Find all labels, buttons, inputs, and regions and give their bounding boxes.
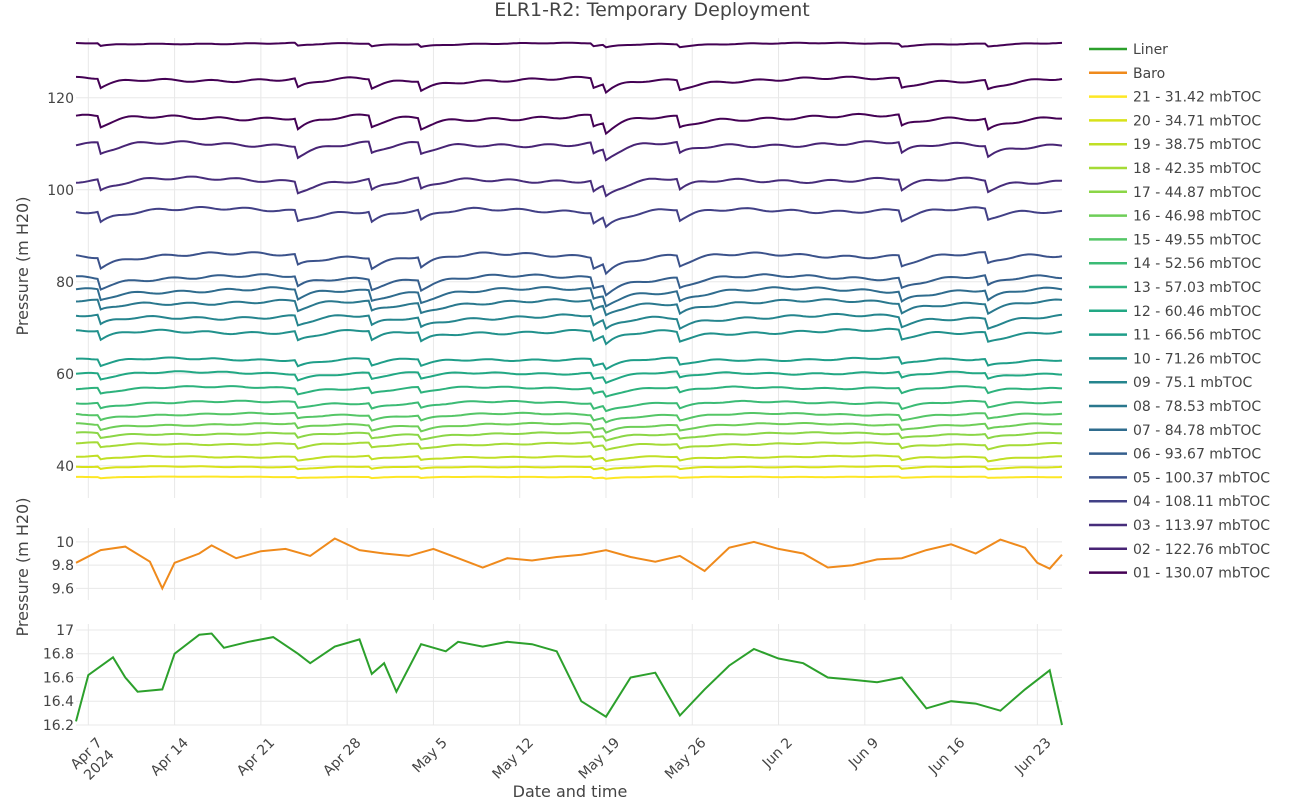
series-line	[75, 356, 1063, 371]
chart-title: ELR1-R2: Temporary Deployment	[494, 0, 810, 21]
y-tick-label: 17	[56, 623, 74, 639]
series-line	[76, 475, 1063, 480]
legend-item-label[interactable]: 10 - 71.26 mbTOC	[1133, 351, 1261, 367]
legend-item-label[interactable]: 14 - 52.56 mbTOC	[1133, 256, 1261, 272]
series-line	[75, 273, 1063, 297]
y-tick-label: 40	[56, 459, 74, 475]
legend-item-label[interactable]: 16 - 46.98 mbTOC	[1133, 209, 1261, 225]
series-line	[75, 399, 1062, 413]
x-tick-label: May 19	[576, 735, 624, 783]
series-line	[75, 75, 1063, 95]
series-line	[75, 206, 1063, 229]
legend-item-label[interactable]: 18 - 42.35 mbTOC	[1133, 161, 1261, 177]
legend-item-label[interactable]: 03 - 113.97 mbTOC	[1133, 518, 1270, 534]
series-line	[75, 140, 1063, 162]
x-tick-label: May 26	[662, 735, 710, 783]
legend-item-label[interactable]: 07 - 84.78 mbTOC	[1133, 423, 1261, 439]
series-line	[75, 41, 1063, 49]
series-line	[75, 251, 1063, 276]
legend-item-label[interactable]: 17 - 44.87 mbTOC	[1133, 185, 1261, 201]
legend-item-label[interactable]: 02 - 122.76 mbTOC	[1133, 542, 1270, 558]
legend-item-label[interactable]: 15 - 49.55 mbTOC	[1133, 232, 1261, 248]
legend: Liner Baro 21 - 31.42 mbTOC 20 - 34.71 mbTO…	[1089, 42, 1270, 582]
x-tick-label: Jun 2	[759, 735, 796, 772]
y-tick-label: 9.8	[52, 558, 74, 574]
series-line	[75, 465, 1063, 471]
legend-item-label[interactable]: 08 - 78.53 mbTOC	[1133, 399, 1261, 415]
plot-area	[75, 41, 1063, 726]
series-line	[75, 441, 1063, 452]
legend-item-label[interactable]: 19 - 38.75 mbTOC	[1133, 137, 1261, 153]
legend-item-label[interactable]: 21 - 31.42 mbTOC	[1133, 90, 1261, 106]
legend-item-label[interactable]: 12 - 60.46 mbTOC	[1133, 304, 1261, 320]
series-line	[75, 327, 1063, 346]
y-tick-label: 100	[47, 183, 74, 199]
y-tick-label: 120	[47, 91, 74, 107]
series-line	[75, 421, 1063, 434]
x-tick-label: Apr 21	[234, 735, 278, 779]
y-tick-label: 16.2	[43, 718, 74, 734]
series-line	[75, 385, 1063, 398]
series-line	[75, 112, 1062, 136]
y-tick-label: 10	[56, 535, 74, 551]
series-line	[75, 175, 1063, 198]
series-line	[75, 370, 1063, 385]
y-tick-label: 80	[56, 275, 74, 291]
x-tick-label: Apr 72024	[68, 735, 118, 785]
x-tick-label: Jun 9	[845, 735, 882, 772]
series-line	[75, 431, 1063, 442]
legend-item-label[interactable]: 09 - 75.1 mbTOC	[1133, 375, 1252, 391]
legend-item-label[interactable]: 11 - 66.56 mbTOC	[1133, 328, 1261, 344]
x-tick-label: May 5	[410, 735, 451, 776]
y-axis-title-top: Pressure (m H20)	[13, 197, 32, 336]
y-tick-label: 16.8	[43, 647, 74, 663]
legend-item-label[interactable]: 20 - 34.71 mbTOC	[1133, 113, 1261, 129]
series-line	[75, 411, 1063, 424]
legend-item-label[interactable]: Liner	[1133, 42, 1168, 58]
series-line	[76, 454, 1062, 463]
x-tick-label: Jun 16	[925, 735, 968, 778]
series-line-liner	[75, 632, 1063, 726]
y-tick-label: 16.6	[43, 670, 74, 686]
series-line	[75, 298, 1063, 317]
y-tick-label: 60	[56, 367, 74, 383]
x-tick-label: May 12	[489, 735, 537, 783]
x-tick-label: Apr 28	[320, 735, 364, 779]
x-tick-label: Jun 23	[1011, 735, 1054, 778]
legend-item-label[interactable]: 06 - 93.67 mbTOC	[1133, 447, 1261, 463]
y-axis-title-middle: Pressure (m H20)	[13, 498, 32, 637]
series-line	[75, 286, 1063, 308]
x-tick-label: Apr 14	[148, 735, 192, 779]
y-tick-label: 9.6	[52, 581, 74, 597]
legend-item-label[interactable]: 01 - 130.07 mbTOC	[1133, 566, 1270, 582]
series-line-baro	[75, 537, 1063, 591]
legend-item-label[interactable]: Baro	[1133, 66, 1165, 82]
legend-item-label[interactable]: 05 - 100.37 mbTOC	[1133, 470, 1270, 486]
grid	[76, 38, 1062, 726]
x-axis-title: Date and time	[513, 782, 628, 801]
legend-item-label[interactable]: 13 - 57.03 mbTOC	[1133, 280, 1261, 296]
series-line	[75, 312, 1063, 331]
y-tick-label: 16.4	[43, 694, 74, 710]
legend-item-label[interactable]: 04 - 108.11 mbTOC	[1133, 494, 1270, 510]
